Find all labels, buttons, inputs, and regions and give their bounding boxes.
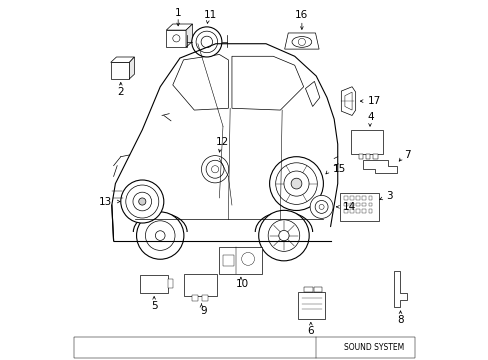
Text: 10: 10 bbox=[236, 279, 249, 289]
Bar bbox=[362, 209, 366, 213]
Text: 2: 2 bbox=[117, 87, 124, 97]
Bar bbox=[350, 130, 383, 154]
Polygon shape bbox=[129, 57, 134, 79]
Text: 11: 11 bbox=[203, 10, 217, 20]
Bar bbox=[368, 196, 371, 200]
Bar bbox=[314, 287, 321, 292]
Polygon shape bbox=[362, 159, 396, 173]
Circle shape bbox=[136, 212, 183, 259]
Bar bbox=[223, 255, 233, 266]
Circle shape bbox=[121, 180, 163, 223]
Bar bbox=[368, 203, 371, 206]
Circle shape bbox=[139, 198, 145, 205]
Bar bbox=[356, 203, 359, 206]
Text: 16: 16 bbox=[295, 10, 308, 20]
Bar bbox=[358, 154, 363, 159]
Polygon shape bbox=[185, 24, 192, 47]
Circle shape bbox=[201, 156, 228, 183]
Bar bbox=[372, 154, 377, 159]
Bar bbox=[202, 296, 207, 301]
Bar bbox=[349, 209, 353, 213]
Bar bbox=[219, 247, 262, 274]
Bar bbox=[184, 274, 217, 296]
Bar bbox=[303, 287, 312, 292]
Bar bbox=[349, 196, 353, 200]
Bar bbox=[74, 337, 414, 357]
Bar bbox=[362, 196, 366, 200]
Text: 1: 1 bbox=[175, 8, 181, 18]
Bar bbox=[168, 279, 172, 288]
Bar bbox=[110, 62, 129, 79]
Bar bbox=[365, 154, 369, 159]
Text: 15: 15 bbox=[332, 163, 345, 174]
Bar bbox=[349, 203, 353, 206]
Circle shape bbox=[309, 195, 332, 219]
Text: 4: 4 bbox=[367, 112, 374, 122]
Bar bbox=[356, 196, 359, 200]
Bar bbox=[339, 193, 378, 221]
Text: 13: 13 bbox=[99, 197, 112, 207]
Polygon shape bbox=[284, 33, 319, 49]
Polygon shape bbox=[341, 87, 355, 116]
Text: 3: 3 bbox=[386, 191, 392, 201]
Circle shape bbox=[258, 210, 308, 261]
Text: 6: 6 bbox=[307, 325, 313, 336]
Bar bbox=[344, 209, 347, 213]
Text: 14: 14 bbox=[343, 202, 356, 212]
Polygon shape bbox=[110, 57, 134, 62]
Text: 5: 5 bbox=[150, 301, 157, 311]
Bar bbox=[356, 209, 359, 213]
Bar bbox=[192, 296, 197, 301]
Bar bbox=[166, 30, 185, 47]
Bar bbox=[368, 209, 371, 213]
Polygon shape bbox=[166, 24, 192, 30]
Text: 9: 9 bbox=[200, 306, 206, 316]
Circle shape bbox=[269, 157, 323, 211]
Polygon shape bbox=[393, 271, 406, 307]
Circle shape bbox=[191, 27, 222, 57]
Text: 8: 8 bbox=[396, 315, 403, 325]
Bar bbox=[298, 292, 325, 319]
Bar bbox=[344, 203, 347, 206]
Circle shape bbox=[290, 178, 301, 189]
Bar bbox=[362, 203, 366, 206]
Text: SOUND SYSTEM: SOUND SYSTEM bbox=[344, 343, 404, 352]
Text: 12: 12 bbox=[215, 138, 228, 147]
Text: 7: 7 bbox=[403, 150, 410, 160]
Text: 17: 17 bbox=[367, 96, 381, 106]
Bar bbox=[344, 196, 347, 200]
Bar bbox=[140, 275, 168, 293]
